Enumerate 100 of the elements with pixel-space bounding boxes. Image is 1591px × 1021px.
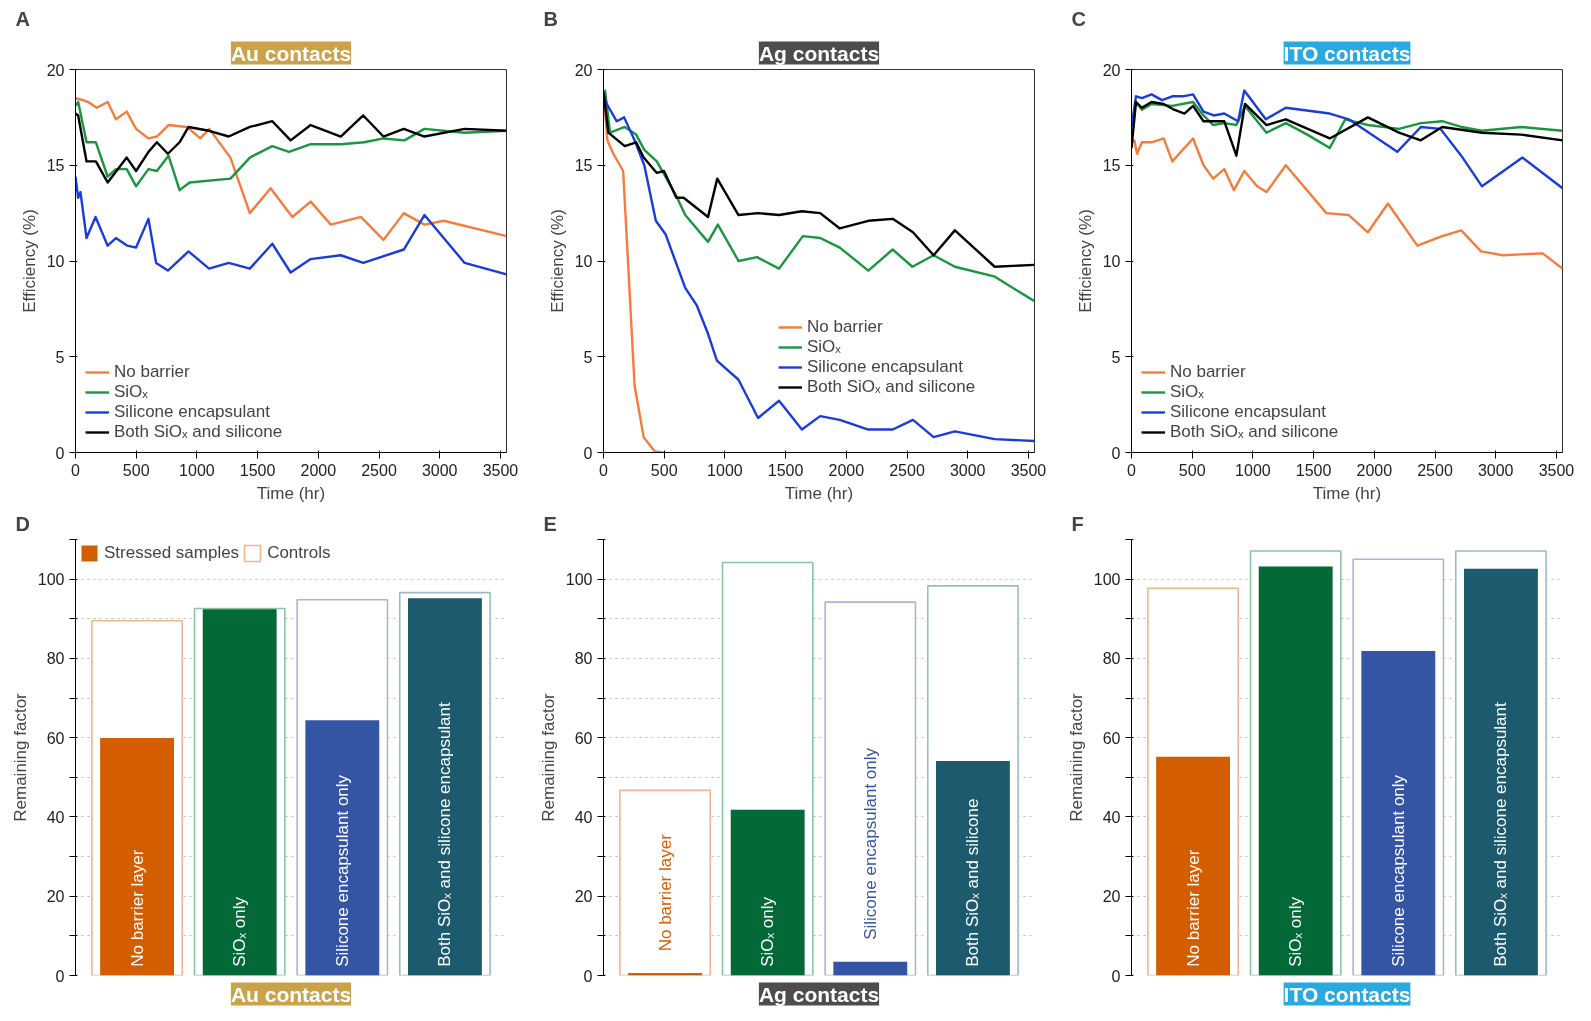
y-tick-label: 60	[46, 729, 65, 747]
y-tick-label: 10	[1102, 253, 1121, 270]
x-tick-label: 2000	[1356, 461, 1393, 479]
legend-label: No barrier	[807, 317, 883, 337]
y-tick-label: 100	[1093, 571, 1121, 589]
y-tick-label: 15	[46, 157, 65, 175]
y-axis-title: Remaining factor	[1066, 692, 1086, 822]
x-axis-title: ITO contacts	[1283, 982, 1411, 1006]
y-tick-label: 80	[574, 650, 593, 668]
x-tick-label: 0	[1127, 461, 1137, 479]
legend-label: Stressed samples	[104, 543, 240, 563]
legend-label: Both SiOₓ and silicone	[807, 377, 976, 397]
y-tick-label: 0	[55, 967, 65, 985]
legend-label: Silicone encapsulant	[807, 357, 963, 377]
x-tick-label: 2500	[361, 461, 397, 479]
x-axis-title: Time (hr)	[1312, 483, 1382, 503]
x-tick-label: 1500	[767, 461, 804, 479]
x-tick-label: 2000	[828, 461, 865, 479]
x-tick-label: Silicone encapsulant only	[860, 747, 880, 940]
x-tick-label: 3000	[1477, 461, 1514, 479]
x-tick-label: 1500	[239, 461, 276, 479]
text: A	[15, 7, 30, 30]
text: B	[543, 7, 558, 30]
x-tick-label: No barrier layer	[1183, 849, 1203, 967]
legend-label: Both SiOₓ and silicone	[1170, 422, 1339, 442]
y-tick-label: 15	[1102, 157, 1121, 175]
x-tick-label: 3000	[949, 461, 986, 479]
text: E	[543, 512, 557, 535]
x-tick-label: 1000	[1235, 461, 1271, 479]
x-tick-label: 1000	[707, 461, 743, 479]
y-tick-label: 80	[46, 650, 65, 668]
x-tick-label: 0	[599, 461, 609, 479]
y-tick-label: 20	[46, 61, 65, 79]
text: C	[1071, 7, 1086, 30]
x-tick-label: 500	[1178, 461, 1206, 479]
y-tick-label: 40	[574, 808, 593, 826]
y-tick-label: 80	[1102, 650, 1121, 668]
x-axis-title: Time (hr)	[256, 483, 326, 503]
x-tick-label: No barrier layer	[655, 833, 675, 952]
x-axis-title: Ag contacts	[758, 982, 880, 1006]
y-tick-label: 0	[1111, 967, 1121, 985]
y-axis-title: Efficiency (%)	[547, 209, 567, 313]
x-tick-label: 500	[650, 461, 678, 479]
y-tick-label: 20	[574, 61, 593, 79]
y-axis-title: Efficiency (%)	[1075, 209, 1095, 313]
x-tick-label: SiOₓ only	[230, 896, 250, 967]
y-tick-label: 0	[1111, 444, 1121, 462]
x-tick-label: 2000	[300, 461, 337, 479]
y-tick-label: 10	[46, 253, 65, 270]
x-tick-label: 3000	[421, 461, 458, 479]
legend-label: SiOₓ	[807, 337, 841, 357]
y-tick-label: 40	[46, 808, 65, 826]
x-tick-label: 0	[71, 461, 81, 479]
legend-label: Both SiOₓ and silicone	[114, 422, 283, 442]
y-tick-label: 100	[37, 571, 65, 589]
x-tick-label: No barrier layer	[127, 849, 147, 967]
x-tick-label: 1000	[179, 461, 215, 479]
y-tick-label: 20	[1102, 888, 1121, 906]
y-tick-label: 0	[55, 444, 65, 462]
x-tick-label: 500	[122, 461, 150, 479]
legend-label: SiOₓ	[114, 382, 148, 402]
x-tick-label: 2500	[889, 461, 925, 479]
y-tick-label: 20	[46, 888, 65, 906]
text: F	[1071, 512, 1084, 535]
x-tick-label: 3500	[482, 461, 519, 479]
chart-title: ITO contacts	[1283, 41, 1411, 65]
legend-label: Silicone encapsulant	[114, 402, 270, 422]
y-tick-label: 5	[1111, 348, 1121, 366]
x-tick-label: Silicone encapsulant only	[1388, 774, 1408, 967]
y-tick-label: 60	[1102, 729, 1121, 747]
legend-label: No barrier	[1170, 362, 1246, 382]
x-tick-label: Both SiOₓ and silicone encapsulant	[435, 701, 455, 967]
x-tick-label: 3500	[1538, 461, 1575, 479]
y-tick-label: 15	[574, 157, 593, 175]
y-tick-label: 20	[1102, 61, 1121, 79]
x-tick-label: Both SiOₓ and silicone	[963, 798, 983, 967]
y-tick-label: 40	[1102, 808, 1121, 826]
y-tick-label: 100	[565, 571, 593, 589]
x-tick-label: Both SiOₓ and silicone encapsulant	[1491, 701, 1511, 967]
x-tick-label: 2500	[1417, 461, 1453, 479]
y-tick-label: 20	[574, 888, 593, 906]
y-tick-label: 0	[583, 444, 593, 462]
x-tick-label: 3500	[1010, 461, 1047, 479]
y-axis-title: Efficiency (%)	[19, 209, 39, 313]
y-axis-title: Remaining factor	[538, 692, 558, 822]
chart-title: Au contacts	[230, 41, 352, 65]
x-axis-title: Time (hr)	[784, 483, 854, 503]
x-tick-label: SiOₓ only	[758, 896, 778, 967]
x-tick-label: 1500	[1295, 461, 1332, 479]
y-tick-label: 5	[55, 348, 65, 366]
legend-label: Controls	[267, 543, 331, 563]
y-tick-label: 10	[574, 253, 593, 270]
legend-label: SiOₓ	[1170, 382, 1204, 402]
x-tick-label: Silicone encapsulant only	[332, 774, 352, 967]
y-axis-title: Remaining factor	[10, 692, 30, 822]
legend-label: No barrier	[114, 362, 190, 382]
x-tick-label: SiOₓ only	[1286, 896, 1306, 967]
y-tick-label: 60	[574, 729, 593, 747]
y-tick-label: 5	[583, 348, 593, 366]
chart-title: Ag contacts	[758, 41, 880, 65]
